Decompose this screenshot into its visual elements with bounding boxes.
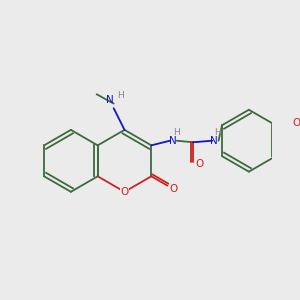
Text: H: H [214, 128, 221, 137]
Text: O: O [169, 184, 177, 194]
Text: N: N [210, 136, 218, 146]
Text: O: O [196, 159, 204, 169]
Text: O: O [120, 187, 129, 197]
Text: H: H [173, 128, 179, 137]
Text: O: O [292, 118, 300, 128]
Text: N: N [169, 136, 176, 146]
Text: H: H [117, 91, 124, 100]
Text: N: N [106, 95, 114, 105]
